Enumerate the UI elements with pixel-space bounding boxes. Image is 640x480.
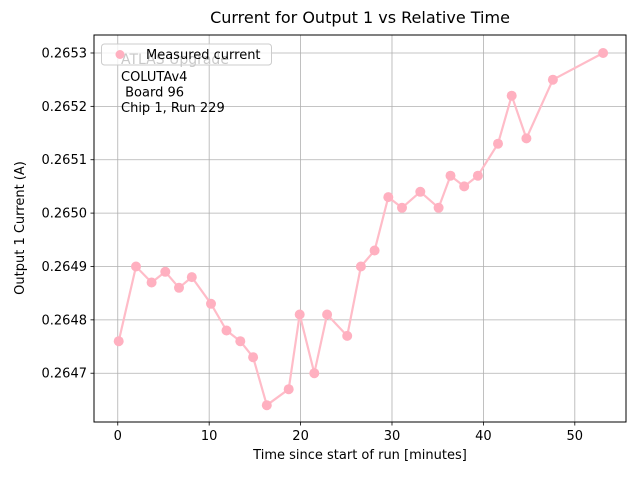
y-tick-label: 0.2653	[42, 46, 88, 61]
y-tick-label: 0.2647	[42, 367, 88, 382]
data-point	[415, 186, 426, 197]
data-point	[283, 384, 294, 395]
legend-circle-marker-icon	[115, 50, 125, 59]
x-tick-label: 30	[384, 429, 401, 444]
data-point	[445, 170, 456, 181]
x-tick-label: 0	[114, 429, 122, 444]
annotation-line-3: Chip 1, Run 229	[121, 101, 225, 116]
data-point	[186, 272, 197, 283]
y-tick-label: 0.2649	[42, 260, 88, 275]
legend-box	[101, 43, 272, 66]
data-point	[113, 336, 124, 347]
data-point	[397, 202, 407, 213]
data-point	[342, 330, 353, 341]
annotation-line-1: COLUTAv4	[121, 70, 187, 85]
x-tick-label: 10	[201, 429, 218, 444]
legend-label: Measured current	[146, 48, 261, 63]
data-point	[547, 74, 558, 85]
data-point	[309, 368, 320, 379]
data-point	[506, 90, 517, 101]
annotation-line-2: Board 96	[121, 86, 184, 101]
data-point	[131, 261, 141, 272]
data-point	[160, 266, 171, 277]
plot-area	[94, 35, 626, 422]
data-point	[261, 400, 272, 411]
x-tick-label: 20	[292, 429, 309, 444]
chart-title: Current for Output 1 vs Relative Time	[210, 8, 510, 27]
ticks: 0 10 20 30 40 50 0.2647 0.2648 0.2649 0.2650 0.265…	[42, 46, 584, 444]
data-point	[598, 48, 609, 58]
data-point	[206, 298, 216, 309]
data-point	[383, 192, 394, 203]
y-tick-label: 0.2648	[42, 313, 88, 328]
grid	[94, 35, 626, 422]
data-point	[459, 181, 470, 192]
y-tick-label: 0.2651	[42, 153, 88, 168]
data-point	[294, 309, 305, 320]
data-point	[472, 170, 483, 181]
data-point	[248, 352, 259, 363]
x-axis-label: Time since start of run [minutes]	[252, 448, 467, 463]
x-tick-label: 50	[567, 429, 584, 444]
data-point	[174, 282, 184, 293]
axes-spines	[93, 34, 627, 423]
data-point	[235, 336, 246, 347]
data-series	[113, 48, 609, 411]
y-tick-label: 0.2650	[42, 207, 88, 222]
x-tick-label: 40	[475, 429, 492, 444]
legend	[101, 43, 272, 66]
data-point	[521, 133, 532, 144]
watermark-text: ATLAS Upgrade	[121, 52, 229, 68]
data-point	[493, 138, 503, 149]
data-point	[369, 245, 380, 256]
y-axis-label: Output 1 Current (A)	[13, 161, 28, 295]
annotation-block: COLUTAv4 Board 96 Chip 1, Run 229	[0, 0, 245, 116]
data-point	[355, 261, 366, 272]
data-point	[322, 309, 333, 320]
y-tick-label: 0.2652	[42, 100, 88, 115]
data-point	[433, 202, 444, 213]
data-point	[221, 325, 232, 336]
data-point	[146, 277, 157, 288]
